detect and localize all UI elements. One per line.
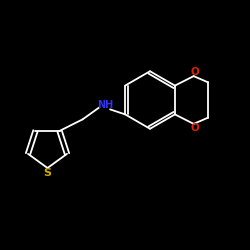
Text: O: O xyxy=(190,123,199,133)
Text: NH: NH xyxy=(97,100,114,110)
Text: S: S xyxy=(44,168,52,178)
Text: O: O xyxy=(190,67,199,77)
